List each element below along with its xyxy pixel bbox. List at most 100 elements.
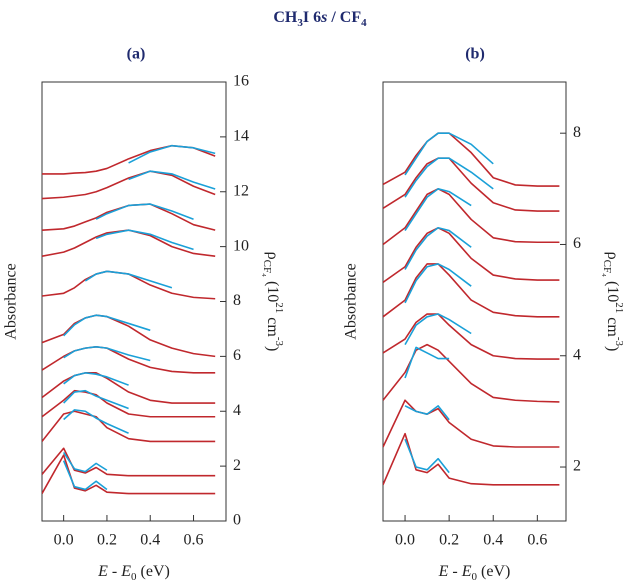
y2-axis-label-part: 21 [273,302,285,313]
x-axis-label-part: E [97,563,108,580]
spectrum-line [128,144,216,164]
y-tick-label: 8 [573,124,581,141]
spectrum-line [63,345,151,362]
y-tick-label: 4 [573,346,581,363]
spectrum-line [62,451,108,473]
x-axis-label-part: (eV) [477,563,510,580]
spectrum-line [383,188,560,246]
y2-axis-label-part: CF₄ [261,260,273,277]
y2-axis-label-part: cm [264,313,281,337]
plot-frame [41,81,227,522]
figure-title-part: CH [273,9,298,26]
y2-axis-label-part: cm [604,313,621,337]
spectrum-line [42,345,216,374]
x-tick-label: 0.2 [97,532,117,549]
x-axis-label: E - E0 (eV) [97,563,170,583]
y-tick-label: 2 [573,458,581,475]
x-axis-label-part: E [461,563,472,580]
figure-title-part: 3 [297,17,303,29]
spectrum-line [42,454,216,495]
spectrum-line [404,405,450,421]
x-tick-label: 0.4 [140,532,160,549]
spectrum-line [42,203,216,231]
y2-axis-label: ρCF₄ (1021 cm-3) [261,252,285,352]
plot-frame [382,81,567,522]
spectrum-line [383,343,560,403]
x-axis-label-part: - [448,563,461,580]
y2-axis-label-part: ρ [264,252,281,260]
panel-label: (a) [127,46,146,63]
spectrum-line [404,226,472,270]
y-tick-label: 16 [233,73,249,90]
x-tick-label: 0.4 [483,532,503,549]
spectrum-line [95,203,194,220]
spectrum-line [63,389,129,410]
x-axis-label-part: - [108,563,121,580]
figure-title-part: 4 [361,17,367,29]
spectrum-line [383,432,560,486]
x-axis-label-part: E [438,563,449,580]
spectrum-line [404,438,450,474]
panel-label: (b) [465,46,485,63]
y2-axis-label-part: ρ [604,252,621,260]
spectrum-line [42,270,216,300]
curves [42,144,216,495]
spectrum-line [42,314,216,358]
y-tick-label: 2 [233,457,241,474]
spectrum-line [404,346,450,379]
spectrum-line [63,409,129,434]
spectrum-line [42,229,216,258]
y2-axis-label-part: -3 [273,337,285,347]
x-tick-label: 0.6 [184,532,204,549]
spectrum-line [383,226,560,283]
y2-axis-label-part: ) [264,346,281,351]
spectrum-line [404,313,472,346]
y-tick-label: 10 [233,237,249,254]
spectrum-line [95,229,194,251]
x-axis-label-part: 0 [131,571,137,583]
y-tick-label: 0 [233,512,241,529]
curves [383,132,560,486]
figure-title-part: s [320,9,327,26]
y-tick-label: 8 [233,292,241,309]
y2-axis-label: ρCF₄ (1021 cm-3) [601,252,625,352]
x-tick-label: 0.0 [395,532,415,549]
figure-title-part: / CF [327,9,361,26]
x-axis-label-part: (eV) [137,563,170,580]
y2-axis-label-part: (10 [604,277,621,302]
spectrum-line [128,170,216,190]
y-axis-label: Absorbance [343,263,360,339]
spectrum-line [63,314,151,337]
spectrum-line [383,263,560,318]
y-tick-label: 12 [233,182,249,199]
spectrum-line [383,313,560,360]
spectrum-line [42,389,216,418]
y2-axis-label-part: 21 [613,302,625,313]
y-tick-label: 4 [233,402,241,419]
x-axis-label: E - E0 (eV) [438,563,511,583]
spectrum-line [404,157,494,198]
y2-axis-label-part: -3 [613,337,625,347]
y-tick-label: 6 [233,347,241,364]
y2-axis-label-part: ) [604,346,621,351]
spectrum-line [62,460,108,491]
spectrum-line [84,270,173,289]
y-tick-label: 14 [233,128,249,145]
x-axis-label-part: 0 [472,571,478,583]
spectrum-line [383,132,560,187]
spectrum-line [404,263,472,304]
spectrum-line [63,372,129,386]
y-tick-label: 6 [573,235,581,252]
spectrum-line [404,188,472,232]
figure-title-part: I 6 [303,9,321,26]
spectrum-line [404,132,494,176]
x-axis-label-part: E [120,563,131,580]
figure-title: CH3I 6s / CF4 [273,9,367,29]
x-tick-label: 0.2 [439,532,459,549]
spectrum-line [42,144,216,175]
spectrum-line [42,170,216,200]
y-axis-label: Absorbance [3,263,20,339]
y2-axis-label-part: (10 [264,277,281,302]
x-tick-label: 0.0 [54,532,74,549]
